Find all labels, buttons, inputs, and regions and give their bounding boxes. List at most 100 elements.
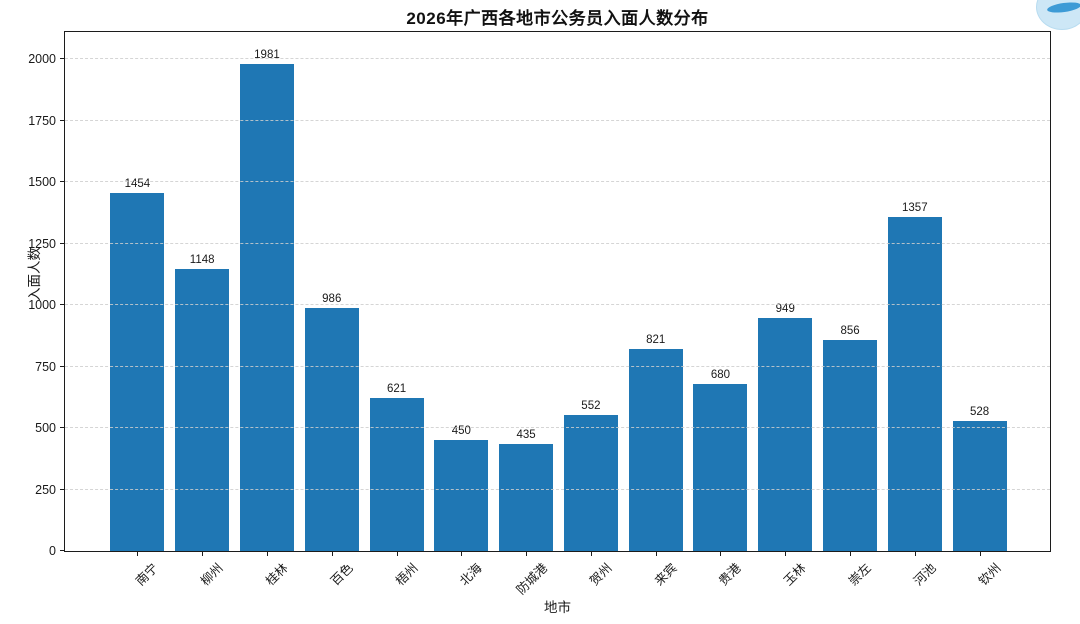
bar xyxy=(952,421,1007,551)
y-tick-mark xyxy=(60,365,65,367)
x-tick-mark xyxy=(785,551,787,556)
gridline xyxy=(65,181,1050,183)
bar xyxy=(628,349,683,551)
y-tick-mark xyxy=(60,58,65,60)
bar xyxy=(175,268,230,551)
y-axis-title: 入面人数 xyxy=(27,247,42,301)
x-tick-label: 贺州 xyxy=(587,560,615,589)
gridline xyxy=(65,304,1050,306)
bar xyxy=(304,308,359,551)
gridline xyxy=(65,365,1050,367)
bar xyxy=(693,383,748,551)
gridline xyxy=(65,119,1050,121)
y-tick-label: 500 xyxy=(35,421,56,436)
bar-value-label: 621 xyxy=(386,383,407,396)
logo-badge-swoosh-icon xyxy=(1046,0,1080,15)
bar xyxy=(239,63,294,551)
bar-slot: 1981 桂林 xyxy=(239,32,294,588)
x-tick-label: 河池 xyxy=(910,560,939,589)
x-tick-mark xyxy=(914,551,916,556)
y-tick-label: 1750 xyxy=(28,113,56,128)
y-tick-label: 750 xyxy=(35,359,56,374)
bar-slot: 680 贵港 xyxy=(693,32,748,588)
x-tick-mark xyxy=(266,551,268,556)
y-tick-mark xyxy=(60,242,65,244)
y-tick-label: 1000 xyxy=(28,298,56,313)
x-tick-mark xyxy=(202,551,204,556)
y-tick-mark xyxy=(60,427,65,429)
bar-value-label: 986 xyxy=(322,293,342,306)
bar xyxy=(499,444,554,551)
gridline xyxy=(65,58,1050,60)
bar-value-label: 821 xyxy=(646,334,666,347)
bar-value-label: 552 xyxy=(581,400,601,413)
bar-slot: 1357 河池 xyxy=(887,32,942,588)
y-tick-label: 2000 xyxy=(28,52,56,67)
bar xyxy=(758,317,813,551)
bar-slot: 1454 南宁 xyxy=(110,32,165,588)
x-axis-title: 地市 xyxy=(544,600,571,615)
x-tick-mark xyxy=(850,551,852,556)
bar-slot: 986 百色 xyxy=(304,32,359,588)
x-tick-label: 崇左 xyxy=(846,560,874,589)
bar-slot: 821 来宾 xyxy=(628,32,683,588)
bar-slot: 552 贺州 xyxy=(563,32,618,588)
bar-slot: 450 北海 xyxy=(434,32,489,588)
bar-value-label: 528 xyxy=(970,406,990,419)
x-tick-mark xyxy=(655,551,657,556)
bar-value-label: 435 xyxy=(516,429,536,442)
x-tick-mark xyxy=(590,551,592,556)
y-tick-label: 1250 xyxy=(28,236,56,251)
bar xyxy=(110,193,165,551)
x-tick-mark xyxy=(396,551,398,556)
gridline xyxy=(65,488,1050,490)
x-tick-label: 玉林 xyxy=(781,560,809,589)
bar-value-label: 680 xyxy=(710,368,731,381)
x-tick-mark xyxy=(526,551,528,556)
bar-slot: 621 梧州 xyxy=(369,32,424,588)
x-tick-label: 柳州 xyxy=(198,560,226,589)
x-tick-label: 梧州 xyxy=(392,560,421,589)
y-tick-mark xyxy=(60,488,65,490)
bar-value-label: 949 xyxy=(775,302,795,315)
bar-slot: 856 崇左 xyxy=(823,32,878,588)
y-tick-mark xyxy=(60,550,65,551)
bar xyxy=(887,217,942,551)
plot-area: 0 250 500 750 1000 1250 1500 1750 2000 1454 南宁 1148… xyxy=(28,31,1051,597)
y-tick-label: 1500 xyxy=(28,175,56,190)
y-tick-label: 250 xyxy=(35,482,56,497)
bar xyxy=(823,340,878,551)
x-tick-mark xyxy=(720,551,722,556)
bar-slot: 1148 柳州 xyxy=(175,32,230,588)
x-tick-label: 贵港 xyxy=(716,560,745,589)
bar-slot: 949 玉林 xyxy=(758,32,813,588)
bar-value-label: 1357 xyxy=(902,202,928,215)
y-tick-mark xyxy=(60,181,65,183)
bar-slot: 435 防城港 xyxy=(499,32,554,597)
bar-value-label: 1148 xyxy=(189,253,215,266)
y-tick-mark xyxy=(60,119,65,121)
x-tick-label: 南宁 xyxy=(133,560,162,589)
bar-value-label: 450 xyxy=(451,425,471,438)
x-tick-label: 桂林 xyxy=(263,560,291,589)
bar-slot: 528 钦州 xyxy=(952,32,1007,588)
x-tick-label: 防城港 xyxy=(513,560,550,598)
bar xyxy=(563,415,618,551)
gridline xyxy=(65,242,1050,244)
x-tick-mark xyxy=(331,551,333,556)
bar xyxy=(369,398,424,551)
x-tick-mark xyxy=(461,551,463,556)
x-tick-label: 百色 xyxy=(327,560,356,589)
bar-value-label: 1981 xyxy=(254,48,280,61)
y-tick-label: 0 xyxy=(49,544,56,558)
x-tick-mark xyxy=(979,551,981,556)
bar xyxy=(434,440,489,551)
x-tick-label: 北海 xyxy=(457,560,486,589)
chart-title: 2026年广西各地市公务员入面人数分布 xyxy=(406,9,709,28)
bar-value-label: 856 xyxy=(840,325,860,338)
x-tick-label: 来宾 xyxy=(651,560,680,589)
y-tick-mark xyxy=(60,304,65,306)
gridline xyxy=(65,427,1050,429)
x-tick-label: 钦州 xyxy=(975,560,1004,589)
